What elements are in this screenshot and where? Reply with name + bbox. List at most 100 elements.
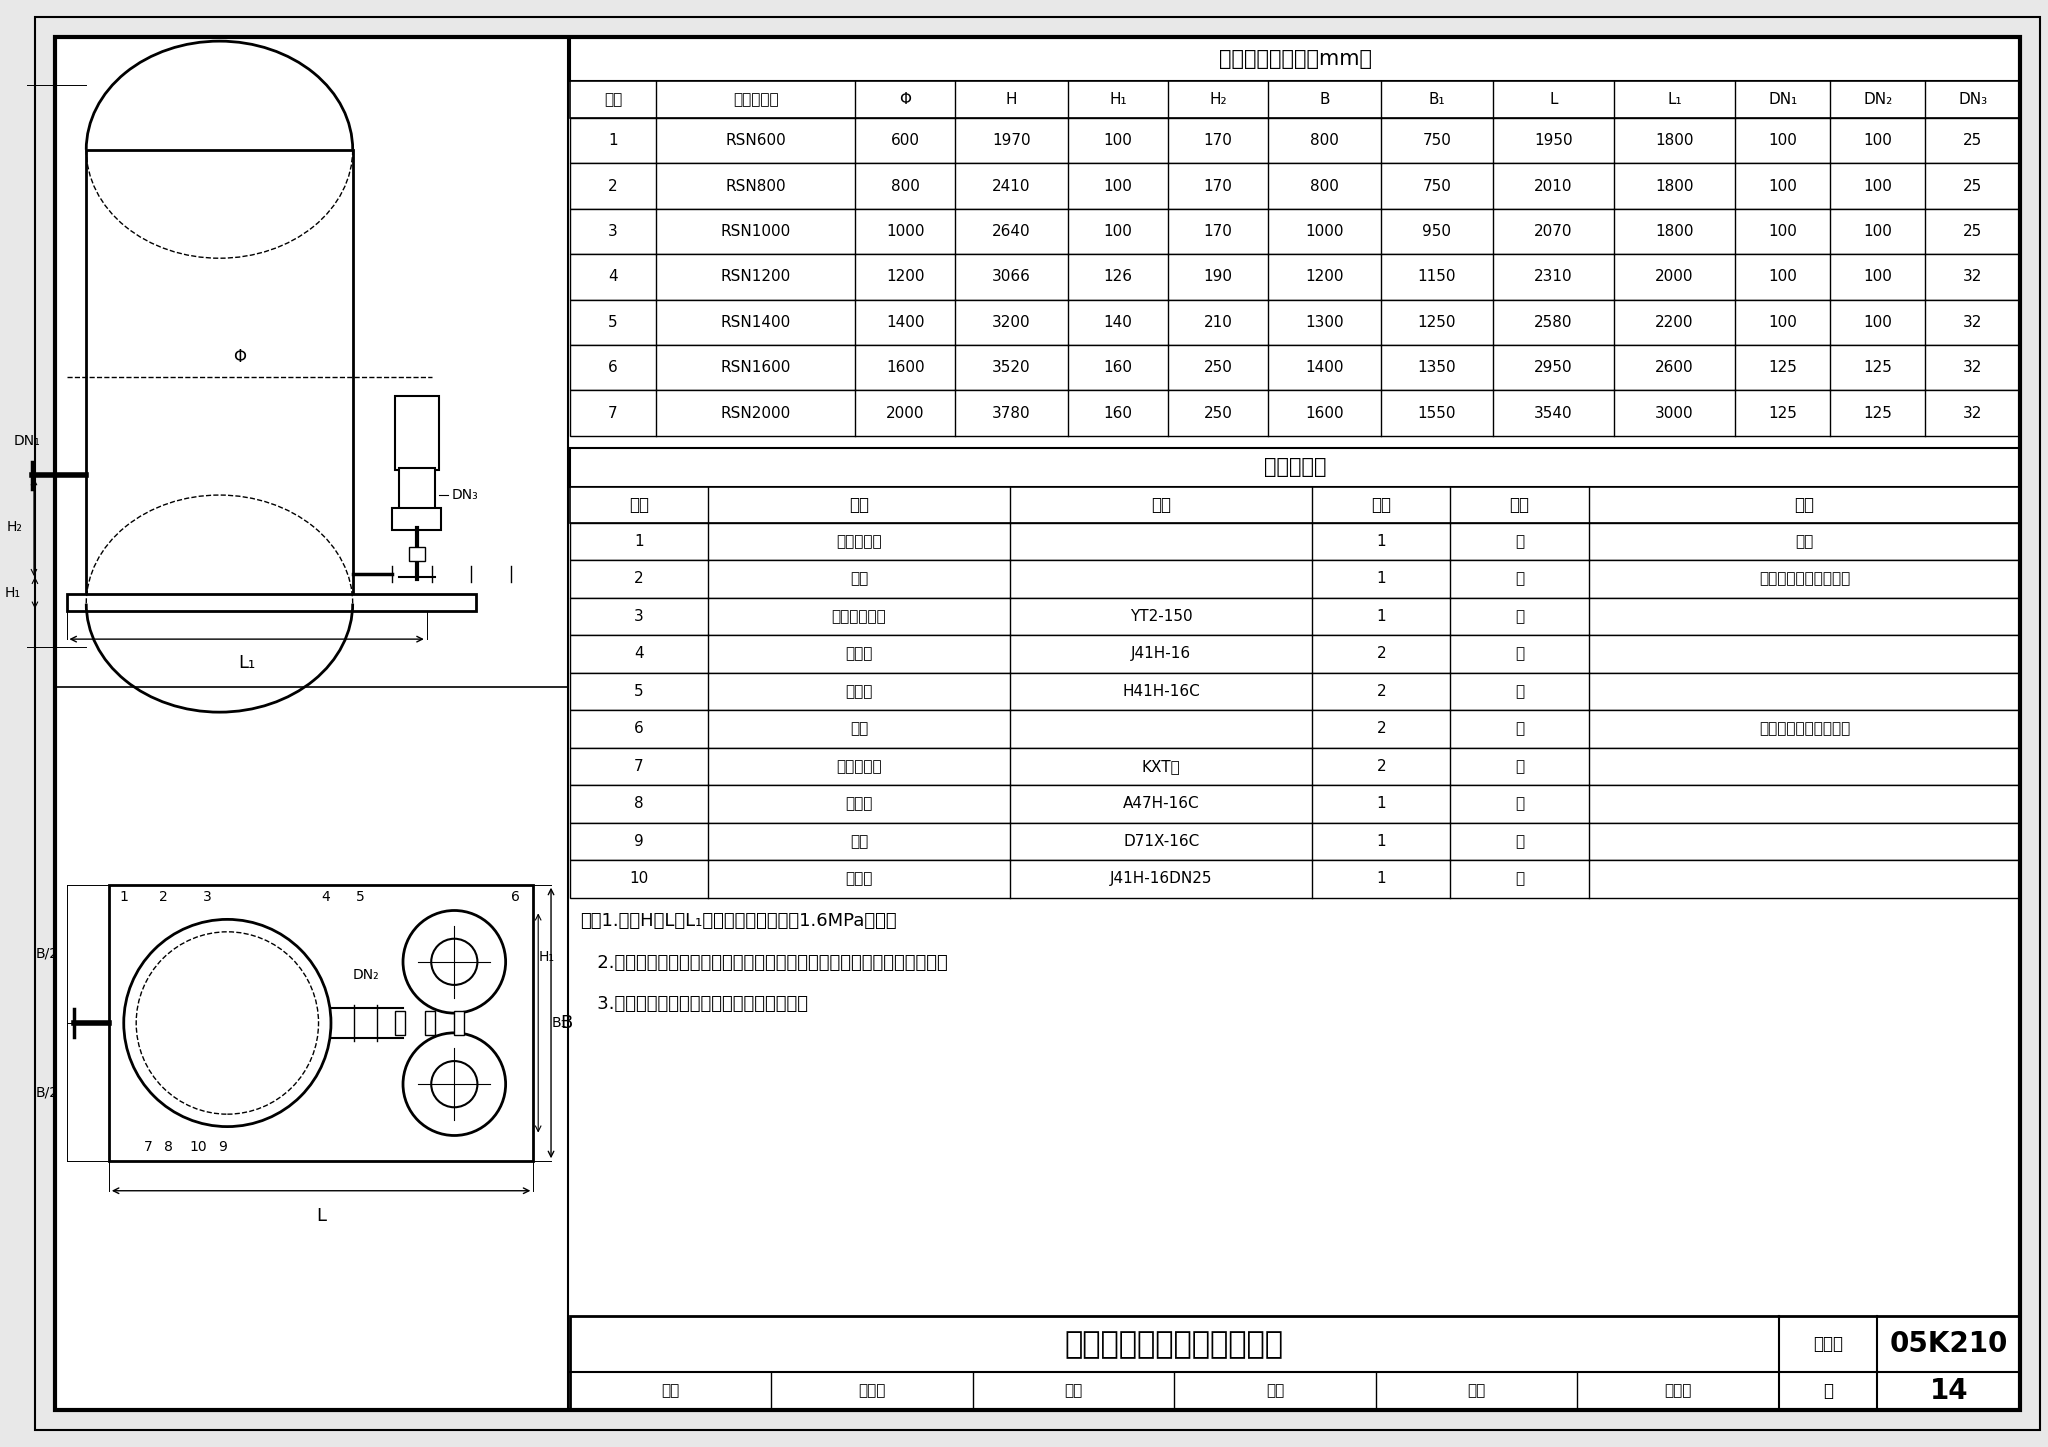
Text: D71X-16C: D71X-16C (1122, 833, 1200, 849)
Text: 5: 5 (635, 684, 643, 699)
Text: 190: 190 (1204, 269, 1233, 285)
Circle shape (123, 919, 332, 1127)
Text: 250: 250 (1204, 360, 1233, 375)
Bar (569, 860, 2021, 897)
Bar (410, 547, 424, 561)
Text: 2: 2 (608, 178, 618, 194)
Text: 1600: 1600 (887, 360, 924, 375)
Text: 1: 1 (608, 133, 618, 148)
Text: B/2: B/2 (35, 946, 59, 961)
Text: 王加: 王加 (1266, 1383, 1284, 1399)
Text: L₁: L₁ (1667, 91, 1681, 107)
Text: 4: 4 (322, 890, 330, 904)
Text: 32: 32 (1964, 269, 1982, 285)
Text: 170: 170 (1204, 224, 1233, 239)
Text: 125: 125 (1767, 360, 1796, 375)
Text: 1150: 1150 (1417, 269, 1456, 285)
Text: 25: 25 (1964, 224, 1982, 239)
Text: DN₃: DN₃ (1958, 91, 1987, 107)
Text: 100: 100 (1864, 224, 1892, 239)
Text: 页: 页 (1823, 1382, 1833, 1401)
Text: L: L (315, 1207, 326, 1224)
Text: 210: 210 (1204, 315, 1233, 330)
Text: 备注: 备注 (1794, 496, 1815, 514)
Bar (569, 710, 2021, 748)
Text: 1000: 1000 (1305, 224, 1343, 239)
Text: 7: 7 (608, 405, 618, 421)
Bar (569, 344, 2021, 391)
Text: 2410: 2410 (993, 178, 1030, 194)
Text: 电接点压力表: 电接点压力表 (831, 609, 887, 624)
Text: 5: 5 (608, 315, 618, 330)
Text: 100: 100 (1767, 224, 1796, 239)
Text: DN₁: DN₁ (14, 434, 41, 447)
Text: H41H-16C: H41H-16C (1122, 684, 1200, 699)
Text: 1800: 1800 (1655, 224, 1694, 239)
Text: RSN800: RSN800 (725, 178, 786, 194)
Text: 170: 170 (1204, 133, 1233, 148)
Text: 4: 4 (608, 269, 618, 285)
Bar (569, 255, 2021, 300)
Text: 10: 10 (188, 1140, 207, 1155)
Text: 2950: 2950 (1534, 360, 1573, 375)
Text: 7: 7 (635, 758, 643, 774)
Text: 126: 126 (1104, 269, 1133, 285)
Text: 3200: 3200 (991, 315, 1030, 330)
Text: 9: 9 (217, 1140, 227, 1155)
Text: 7: 7 (143, 1140, 154, 1155)
Text: 1: 1 (1376, 534, 1386, 548)
Text: 2: 2 (635, 572, 643, 586)
Text: 125: 125 (1864, 360, 1892, 375)
Bar (109, 886, 532, 1160)
Text: 100: 100 (1767, 178, 1796, 194)
Bar (569, 673, 2021, 710)
Text: 1: 1 (635, 534, 643, 548)
Text: 见立式定压装置底座图: 见立式定压装置底座图 (1759, 572, 1849, 586)
Bar (424, 1011, 434, 1035)
Text: 32: 32 (1964, 315, 1982, 330)
Bar (569, 38, 2021, 81)
Text: 1950: 1950 (1534, 133, 1573, 148)
Bar (569, 823, 2021, 860)
Text: 1300: 1300 (1305, 315, 1343, 330)
Bar (569, 786, 2021, 823)
Text: 100: 100 (1104, 224, 1133, 239)
Text: 32: 32 (1964, 405, 1982, 421)
Text: 3: 3 (203, 890, 213, 904)
Text: 图集号: 图集号 (1812, 1336, 1843, 1353)
Text: 25: 25 (1964, 133, 1982, 148)
Text: 1600: 1600 (1305, 405, 1343, 421)
Text: 个: 个 (1516, 758, 1524, 774)
Text: 3066: 3066 (991, 269, 1030, 285)
Text: 座: 座 (1516, 572, 1524, 586)
Text: H₁: H₁ (4, 586, 20, 599)
Text: 2640: 2640 (991, 224, 1030, 239)
Text: 序号: 序号 (604, 91, 623, 107)
Text: RSN1600: RSN1600 (721, 360, 791, 375)
Text: 125: 125 (1864, 405, 1892, 421)
Text: 140: 140 (1104, 315, 1133, 330)
Text: 14: 14 (1929, 1378, 1968, 1405)
Text: 校对: 校对 (1065, 1383, 1083, 1399)
Text: L: L (1548, 91, 1559, 107)
Bar (569, 391, 2021, 436)
Text: 个: 个 (1516, 684, 1524, 699)
Bar (569, 164, 2021, 208)
Text: DN₃: DN₃ (451, 488, 477, 502)
Text: YT2-150: YT2-150 (1130, 609, 1192, 624)
Text: 100: 100 (1767, 269, 1796, 285)
Text: 1400: 1400 (1305, 360, 1343, 375)
Bar (569, 300, 2021, 344)
Text: 个: 个 (1516, 609, 1524, 624)
Text: 1: 1 (1376, 796, 1386, 812)
Text: 1200: 1200 (1305, 269, 1343, 285)
Text: RSN600: RSN600 (725, 133, 786, 148)
Bar (569, 488, 2021, 522)
Text: 10: 10 (629, 871, 649, 887)
Text: 1250: 1250 (1417, 315, 1456, 330)
Bar (66, 593, 475, 612)
Text: 750: 750 (1423, 133, 1452, 148)
Text: 设备材料表: 设备材料表 (1264, 457, 1327, 478)
Text: 止回阁: 止回阁 (846, 684, 872, 699)
Text: 2200: 2200 (1655, 315, 1694, 330)
